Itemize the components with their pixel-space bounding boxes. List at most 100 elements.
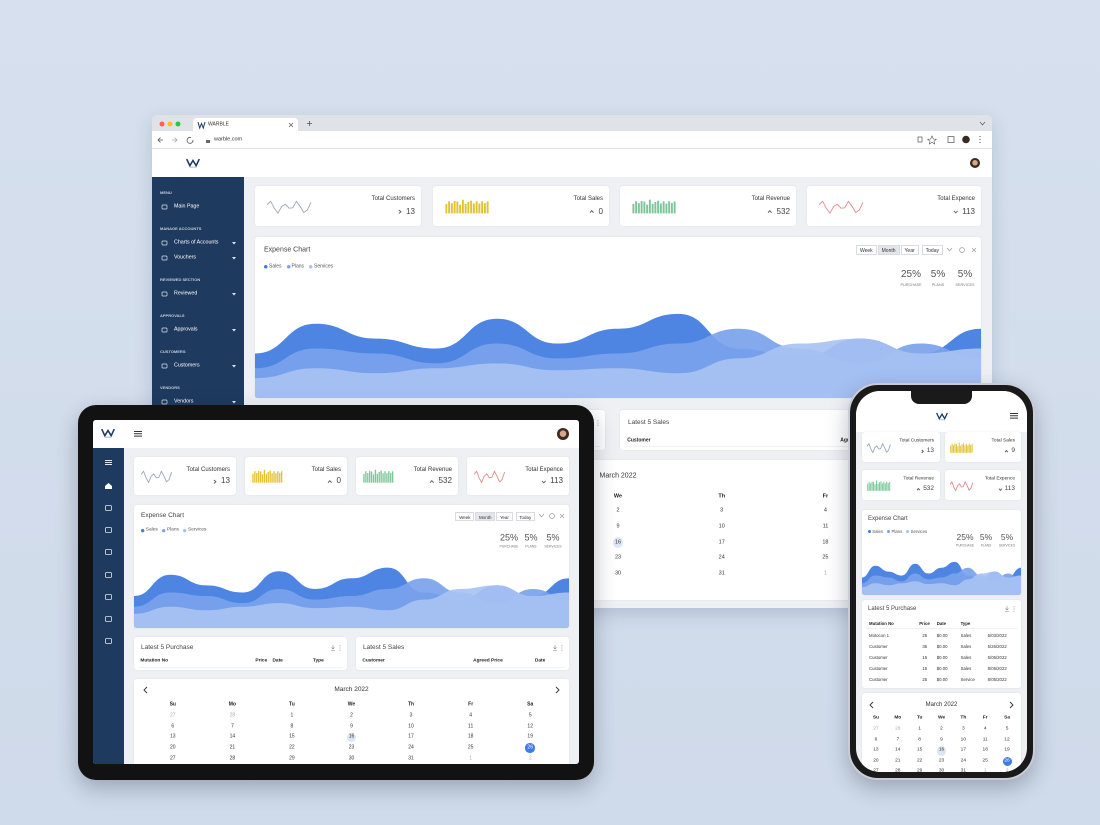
range-button[interactable]: Today <box>515 511 535 521</box>
sidebar-item[interactable]: Customers <box>156 360 240 372</box>
stat-card: Total Revenue 532 <box>862 470 940 500</box>
legend-dot <box>868 530 872 534</box>
calendar-day: 17 <box>960 747 967 753</box>
calendar-day: 4 <box>983 726 987 732</box>
window-icons <box>946 247 977 253</box>
sparkline-bar <box>960 445 962 453</box>
table-cell: Service <box>960 676 975 682</box>
sparkline-bar <box>269 470 271 483</box>
day-highlight <box>1002 756 1012 767</box>
calendar-day: 30 <box>614 570 622 577</box>
table-title: Latest 5 Sales <box>363 643 405 651</box>
range-button[interactable]: Month <box>475 511 496 521</box>
stat-value: 532 <box>776 206 790 216</box>
item-caret <box>232 329 236 332</box>
sidebar-item[interactable]: Vouchers <box>156 252 240 264</box>
calendar-day: 1 <box>983 768 987 772</box>
sidebar-item-label: Vouchers <box>174 254 197 261</box>
stat-label: Total Sales <box>991 438 1015 444</box>
column-header: Price <box>919 620 930 626</box>
sidebar-item-label: Charts of Accounts <box>174 239 219 246</box>
sparkline-bar <box>484 202 487 214</box>
sparkline-bar <box>365 471 367 483</box>
download-icon <box>1005 606 1009 612</box>
table-icons <box>331 645 341 651</box>
column-header: Customer <box>362 658 385 664</box>
range-buttons: Week Month Year Today <box>455 511 535 521</box>
sparkline-bar <box>950 445 952 453</box>
calendar-day: 11 <box>822 523 829 530</box>
calendar-day: 20 <box>873 758 879 764</box>
sidebar-item[interactable]: Approvals <box>156 324 240 336</box>
trend-arrow <box>398 209 402 214</box>
trend-arrow <box>213 479 217 484</box>
range-button[interactable]: Week <box>455 511 475 521</box>
range-button[interactable]: Month <box>877 245 900 255</box>
trend-arrow <box>541 480 547 484</box>
expense-chart-card: Expense Chart Sales Plans Services 25% PURCHA… <box>862 510 1021 595</box>
sparkline-bar <box>388 471 390 483</box>
stat-value: 9 <box>1011 446 1015 454</box>
stat-card: Total Sales 0 <box>433 186 609 226</box>
range-button[interactable]: Week <box>855 245 877 255</box>
legend-dot <box>141 529 145 533</box>
sidebar-item[interactable]: Charts of Accounts <box>156 237 240 249</box>
sparkline-bar <box>475 201 478 214</box>
wave-area <box>862 571 1021 595</box>
sidebar-item[interactable]: Main Page <box>156 201 240 213</box>
calendar-day: 11 <box>468 723 474 730</box>
stat-card: Total Revenue 532 <box>356 457 458 495</box>
calendar-day: 24 <box>960 758 967 764</box>
collapse-icon <box>538 513 545 518</box>
caret <box>232 365 236 368</box>
sparkline-bar <box>660 203 663 214</box>
stat-value: 532 <box>438 476 452 486</box>
calendar-day: 15 <box>289 733 295 740</box>
wave-chart <box>255 313 981 398</box>
browser-tab[interactable]: WARBLE <box>193 118 298 131</box>
sparkline-bar <box>873 481 875 491</box>
trend-arrow <box>916 487 920 491</box>
sidebar-heading: MENU <box>160 190 172 195</box>
sidebar-item-label: Customers <box>174 362 200 369</box>
trend-arrow <box>589 209 595 213</box>
stat-value: 13 <box>405 206 415 216</box>
icon-shape <box>161 291 168 297</box>
stat-card: Total Customers 13 <box>134 457 236 495</box>
sidebar-item[interactable]: Vendors <box>156 396 240 408</box>
day-highlight <box>612 537 624 548</box>
range-button[interactable]: Year <box>900 245 919 255</box>
calendar-day: 28 <box>895 768 901 772</box>
calendar-day: 2 <box>940 726 943 732</box>
stat-card: Total Sales 9 <box>945 432 1021 462</box>
calendar-day: 5 <box>1005 726 1009 732</box>
stat-card: Total Sales 0 <box>245 457 347 495</box>
calendar-month: March 2022 <box>599 472 637 480</box>
calendar-day: 29 <box>289 755 295 762</box>
stat-card: Total Customers 13 <box>862 432 940 462</box>
table-cell: 35 <box>922 643 928 649</box>
range-button[interactable]: Year <box>496 511 513 521</box>
icon-shape <box>161 327 168 333</box>
calendar-day: 23 <box>938 758 945 764</box>
legend-dot <box>264 265 268 269</box>
sparkline-bar <box>486 201 489 214</box>
weekday: Tu <box>916 715 923 721</box>
sparkline-bar <box>657 200 660 214</box>
calendar-day: 7 <box>230 723 234 730</box>
sidebar-icon <box>105 505 112 511</box>
purchase-table-card: Latest 5 Purchase Mutation No Price Date Typ… <box>862 600 1021 688</box>
sparkline <box>473 470 506 484</box>
table-cell: 8/05/2022 <box>987 676 1007 682</box>
sparkline-bar <box>638 203 641 214</box>
sidebar-item[interactable]: Reviewed <box>156 288 240 300</box>
calendar-day: 25 <box>467 744 474 751</box>
sparkline-bar <box>867 483 869 491</box>
kpi-value: 5% <box>524 532 538 543</box>
sparkline-bar <box>643 201 646 214</box>
kpi-label: SERVICES <box>955 282 975 287</box>
table-icons <box>1005 606 1015 612</box>
range-button[interactable]: Today <box>921 245 943 255</box>
